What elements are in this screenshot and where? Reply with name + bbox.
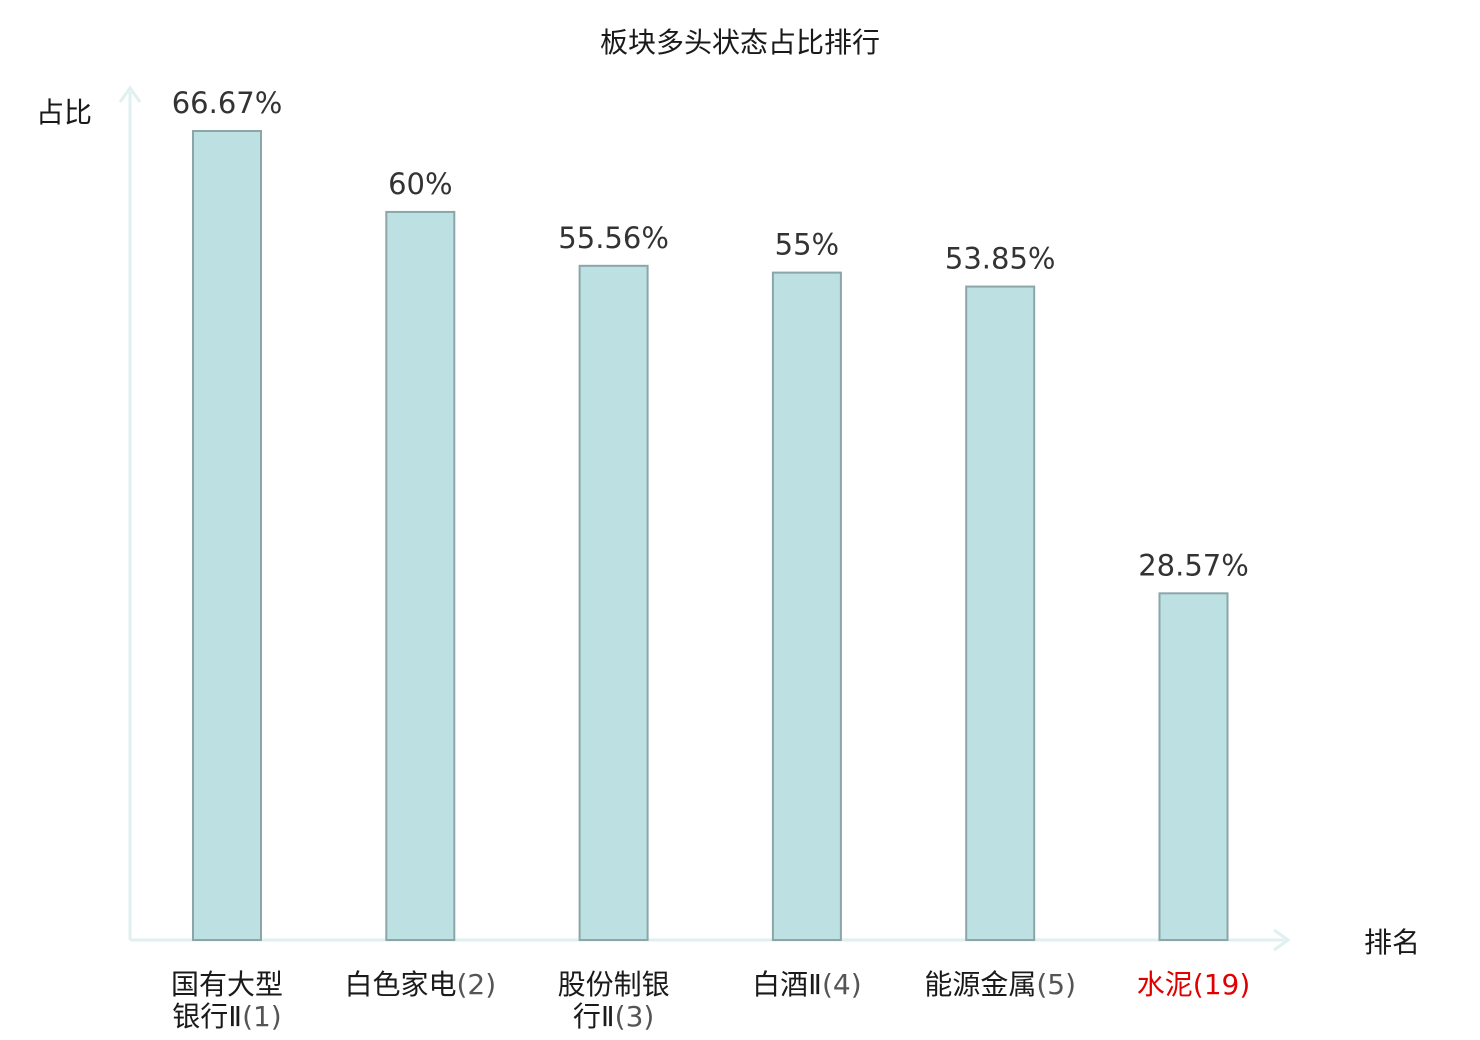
- category-name: 股份制银: [558, 968, 670, 1001]
- category-rank: (5): [1036, 968, 1076, 1001]
- category-name: 白酒Ⅱ: [752, 968, 822, 1001]
- category-label: 股份制银: [558, 968, 670, 1001]
- x-axis-arrow: [1273, 928, 1291, 952]
- category-label-line2: 银行Ⅱ(1): [172, 1000, 281, 1033]
- category-name: 能源金属: [924, 968, 1036, 1001]
- data-label: 60%: [388, 167, 452, 201]
- bars: [192, 130, 1229, 941]
- category-name: 白色家电: [344, 968, 456, 1001]
- category-name: 水泥: [1137, 968, 1193, 1001]
- bar: [771, 271, 842, 941]
- bar: [192, 130, 262, 941]
- category-label-line2: 行Ⅱ(3): [573, 1000, 654, 1033]
- y-axis-arrow: [118, 85, 142, 103]
- data-label: 55.56%: [558, 221, 669, 255]
- category-label: 白酒Ⅱ(4): [752, 968, 861, 1001]
- data-label: 28.57%: [1138, 548, 1249, 582]
- category-name-cont: 银行Ⅱ: [172, 1000, 242, 1033]
- bar: [578, 264, 649, 941]
- category-name-cont: 行Ⅱ: [573, 1000, 615, 1033]
- bar: [1158, 592, 1229, 941]
- category-label: 白色家电(2): [344, 968, 496, 1001]
- data-label: 66.67%: [172, 86, 283, 120]
- category-rank: (2): [456, 968, 496, 1001]
- data-label: 53.85%: [945, 242, 1056, 276]
- value-labels: 66.67% 60% 55.56% 55% 53.85% 28.57%: [172, 86, 1249, 582]
- y-axis-label: 占比: [36, 96, 92, 129]
- category-rank: (4): [822, 968, 862, 1001]
- category-label: 国有大型: [171, 968, 283, 1001]
- x-axis-label: 排名: [1364, 926, 1420, 959]
- category-rank: (19): [1193, 968, 1250, 1001]
- data-label: 55%: [775, 228, 839, 262]
- category-rank: (1): [242, 1000, 282, 1033]
- bar: [965, 285, 1036, 941]
- category-rank: (3): [615, 1000, 655, 1033]
- axes: [118, 85, 1291, 952]
- bar: [385, 210, 456, 941]
- chart-title: 板块多头状态占比排行: [600, 26, 880, 59]
- category-name: 国有大型: [171, 968, 283, 1001]
- category-label: 水泥(19): [1137, 968, 1251, 1001]
- category-label: 能源金属(5): [924, 968, 1076, 1001]
